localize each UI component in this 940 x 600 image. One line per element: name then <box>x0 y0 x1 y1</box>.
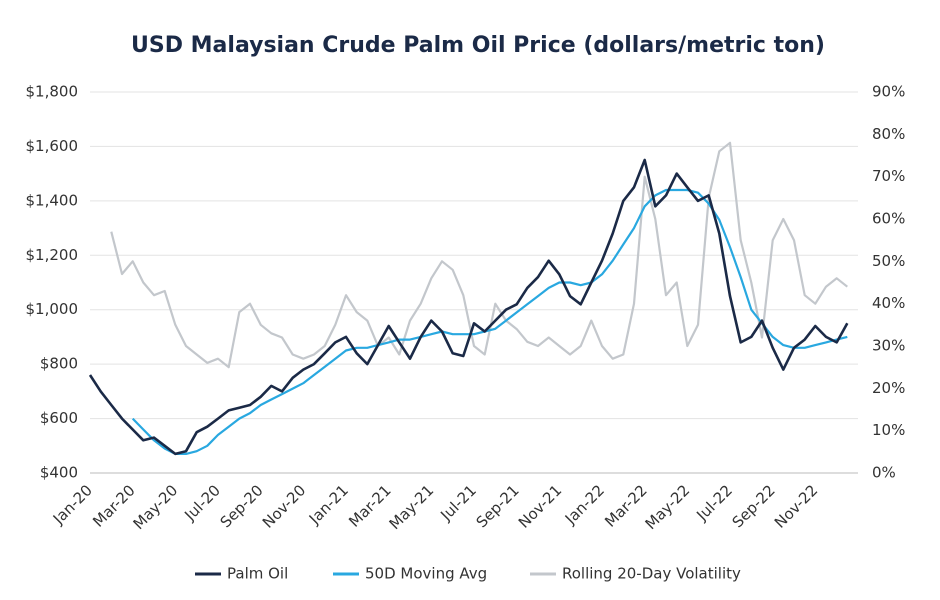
x-tick-label: Nov-20 <box>259 481 309 531</box>
y-tick-label: $600 <box>40 409 78 427</box>
y-tick-label: $1,600 <box>26 137 79 155</box>
y-tick-label: $1,000 <box>26 300 79 318</box>
y2-tick-label: 10% <box>872 421 905 439</box>
series-line <box>110 141 848 369</box>
y-tick-label: $1,400 <box>26 191 79 209</box>
y-tick-label: $800 <box>40 355 78 373</box>
x-tick-label: Jan-20 <box>49 481 96 528</box>
series-line <box>88 158 849 456</box>
chart-title: USD Malaysian Crude Palm Oil Price (doll… <box>131 33 825 58</box>
y2-tick-label: 60% <box>872 210 905 228</box>
x-tick-label: May-22 <box>642 481 694 533</box>
x-tick-label: May-21 <box>386 481 438 533</box>
y2-tick-label: 30% <box>872 337 905 355</box>
x-tick-label: Jan-21 <box>305 481 352 528</box>
y2-tick-label: 90% <box>872 83 905 101</box>
x-tick-label: Jan-22 <box>561 481 608 528</box>
x-tick-label: Sep-21 <box>473 481 523 531</box>
y2-tick-label: 50% <box>872 252 905 270</box>
y-tick-label: $1,800 <box>26 83 79 101</box>
legend-label: Rolling 20-Day Volatility <box>562 565 741 583</box>
y2-tick-label: 70% <box>872 167 905 185</box>
y2-tick-label: 20% <box>872 379 905 397</box>
legend-label: 50D Moving Avg <box>365 565 487 583</box>
x-tick-label: May-20 <box>130 481 182 533</box>
x-tick-label: Sep-22 <box>729 481 779 531</box>
series-line <box>131 188 848 455</box>
x-tick-label: Nov-21 <box>515 481 565 531</box>
y2-tick-label: 40% <box>872 294 905 312</box>
y-tick-label: $400 <box>40 464 78 482</box>
y-tick-label: $1,200 <box>26 246 79 264</box>
legend-label: Palm Oil <box>227 565 288 583</box>
y2-tick-label: 80% <box>872 125 905 143</box>
x-tick-label: Nov-22 <box>771 481 821 531</box>
x-tick-label: Sep-20 <box>217 481 267 531</box>
y2-tick-label: 0% <box>872 464 896 482</box>
